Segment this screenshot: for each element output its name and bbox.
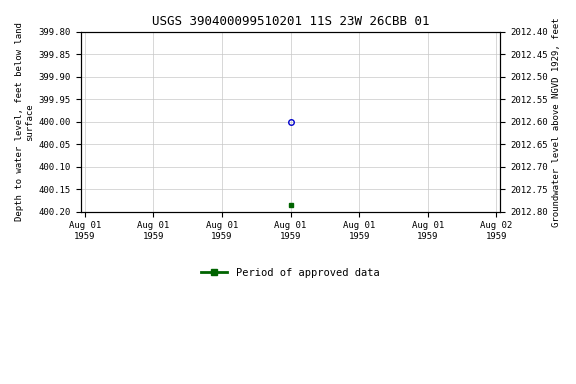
Y-axis label: Depth to water level, feet below land
surface: Depth to water level, feet below land su… bbox=[15, 22, 35, 221]
Legend: Period of approved data: Period of approved data bbox=[198, 263, 384, 282]
Title: USGS 390400099510201 11S 23W 26CBB 01: USGS 390400099510201 11S 23W 26CBB 01 bbox=[151, 15, 429, 28]
Y-axis label: Groundwater level above NGVD 1929, feet: Groundwater level above NGVD 1929, feet bbox=[552, 17, 561, 227]
